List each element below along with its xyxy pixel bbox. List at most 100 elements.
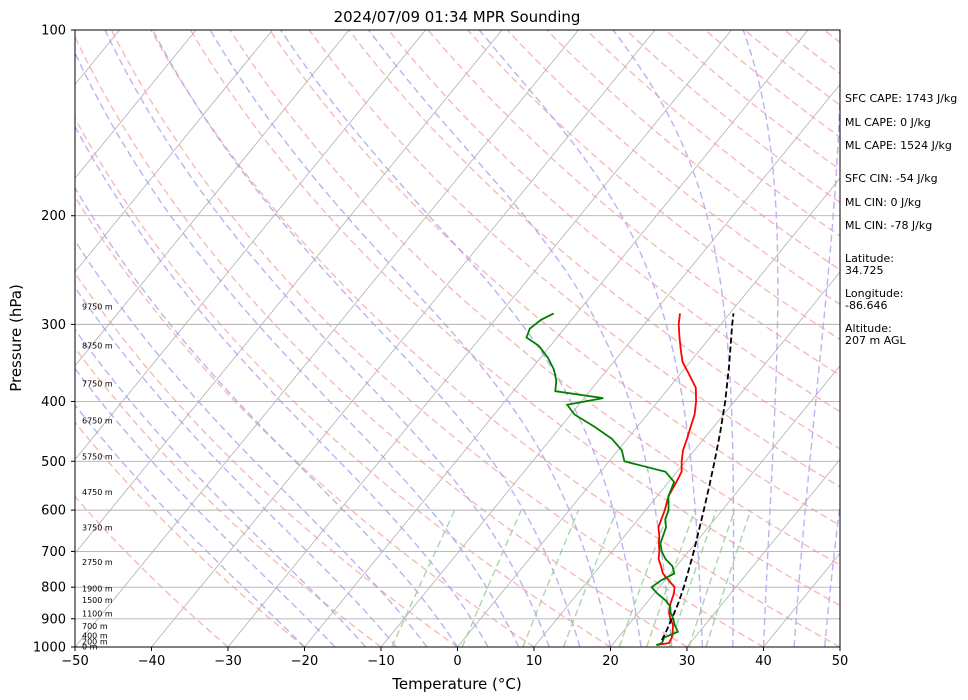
mixing-ratio-line xyxy=(562,509,618,647)
moist-adiabat-line xyxy=(152,30,581,647)
x-tick-label: 50 xyxy=(832,654,849,669)
altitude-label: Altitude: xyxy=(845,322,892,335)
parcel-line xyxy=(661,313,735,641)
dry-adiabat-line xyxy=(387,30,840,413)
y-tick-label: 800 xyxy=(41,581,66,596)
isotherm-line xyxy=(75,30,197,179)
isotherm-line xyxy=(457,177,840,647)
altitude-value: 207 m AGL xyxy=(845,334,907,347)
stat-ml-cape: ML CAPE: 0 J/kg xyxy=(845,116,931,129)
height-label: 0 m xyxy=(82,643,98,652)
moist-adiabat-line xyxy=(75,367,336,647)
moist-adiabat-line xyxy=(793,30,840,647)
isotherm-line xyxy=(686,458,840,647)
isotherm-line xyxy=(610,365,840,647)
height-label: 8750 m xyxy=(82,341,113,350)
isotherm-line xyxy=(75,30,579,647)
height-label: 7750 m xyxy=(82,380,113,389)
dry-adiabat-line xyxy=(586,30,840,237)
y-axis-label: Pressure (hPa) xyxy=(7,284,25,392)
stat-sfc-cin: SFC CIN: -54 J/kg xyxy=(845,172,938,185)
height-label: 9750 m xyxy=(82,302,113,311)
stat-ml-cin: ML CIN: 0 J/kg xyxy=(845,196,921,209)
mixing-ratio-line xyxy=(705,509,752,647)
x-tick-label: 10 xyxy=(526,654,543,669)
isotherm-line xyxy=(304,30,809,647)
y-tick-label: 700 xyxy=(41,545,66,560)
longitude-label: Longitude: xyxy=(845,287,903,300)
stat-ml-cape-2: ML CAPE: 1524 J/kg xyxy=(845,139,952,152)
isotherm-line xyxy=(380,83,840,647)
x-axis-label: Temperature (°C) xyxy=(391,675,521,693)
dry-adiabat-line xyxy=(75,421,305,647)
height-label: 200 m xyxy=(82,638,108,647)
moist-adiabat-line xyxy=(75,51,520,647)
background-lines xyxy=(75,30,840,647)
latitude-value: 34.725 xyxy=(845,264,884,277)
moist-adiabat-line xyxy=(75,328,367,647)
longitude-value: -86.646 xyxy=(845,299,887,312)
dry-adiabat-line xyxy=(110,30,764,647)
y-tick-label: 300 xyxy=(41,318,66,333)
y-tick-label: 100 xyxy=(41,24,66,39)
x-tick-label: 30 xyxy=(679,654,696,669)
moist-adiabat-line xyxy=(742,30,779,647)
y-axis-ticks: 1000 900 800 700 600 500 400 300 200 100 xyxy=(33,24,75,656)
dewpoint-line xyxy=(525,312,680,646)
y-tick-label: 1000 xyxy=(33,641,66,656)
height-label: 1100 m xyxy=(82,609,113,618)
height-label: 1500 m xyxy=(82,596,113,605)
moist-adiabat-line xyxy=(75,186,459,647)
y-tick-label: 900 xyxy=(41,612,66,627)
x-tick-label: −20 xyxy=(291,654,318,669)
height-label: 400 m xyxy=(82,632,108,641)
y-tick-label: 400 xyxy=(41,395,66,410)
isotherm-line xyxy=(75,30,426,461)
dry-adiabat-line xyxy=(150,30,840,647)
moist-adiabat-line xyxy=(368,30,673,647)
dry-adiabat-line xyxy=(546,30,840,271)
mixing-ratio-line xyxy=(668,509,718,647)
height-label: 6750 m xyxy=(82,416,113,425)
height-label: 3750 m xyxy=(82,523,113,532)
dry-adiabat-line xyxy=(467,30,840,341)
height-label: 1900 m xyxy=(82,585,113,594)
stats-panel: SFC CAPE: 1743 J/kg ML CAPE: 0 J/kg ML C… xyxy=(845,92,957,347)
moist-adiabat-line xyxy=(104,30,550,647)
dry-adiabat-line xyxy=(229,30,840,566)
y-tick-label: 600 xyxy=(41,504,66,519)
isotherm-line xyxy=(151,30,656,647)
latitude-label: Latitude: xyxy=(845,252,894,265)
x-tick-label: 0 xyxy=(453,654,461,669)
mixing-ratio-line xyxy=(688,509,736,647)
y-tick-label: 200 xyxy=(41,209,66,224)
isotherm-line xyxy=(533,271,840,647)
dry-adiabat-line xyxy=(75,35,688,647)
dry-adiabat-line xyxy=(665,30,840,171)
x-tick-label: 20 xyxy=(602,654,619,669)
isotherm-line xyxy=(75,30,273,273)
height-label: 2750 m xyxy=(82,558,113,567)
height-label: 4750 m xyxy=(82,488,113,497)
x-tick-label: −50 xyxy=(61,654,88,669)
x-axis-ticks: −50 −40 −30 −20 −10 0 10 20 30 40 50 xyxy=(61,647,848,669)
moist-adiabat-line xyxy=(75,286,397,647)
moist-adiabat-line xyxy=(75,404,305,647)
stat-sfc-cape: SFC CAPE: 1743 J/kg xyxy=(845,92,957,105)
temperature-line xyxy=(656,313,698,646)
x-tick-label: −40 xyxy=(138,654,165,669)
moist-adiabat-line xyxy=(209,30,612,647)
profile-lines xyxy=(525,312,735,646)
stat-ml-cin-2: ML CIN: -78 J/kg xyxy=(845,219,932,232)
y-tick-label: 500 xyxy=(41,455,66,470)
x-tick-label: −10 xyxy=(367,654,394,669)
moist-adiabat-line xyxy=(75,125,489,647)
isotherm-line xyxy=(75,30,503,554)
x-tick-label: 40 xyxy=(755,654,772,669)
mixing-ratio-line xyxy=(645,509,696,647)
dry-adiabat-line xyxy=(269,30,840,527)
dry-adiabat-line xyxy=(308,30,840,488)
isotherm-line xyxy=(75,30,350,367)
moist-adiabat-line xyxy=(75,239,428,647)
